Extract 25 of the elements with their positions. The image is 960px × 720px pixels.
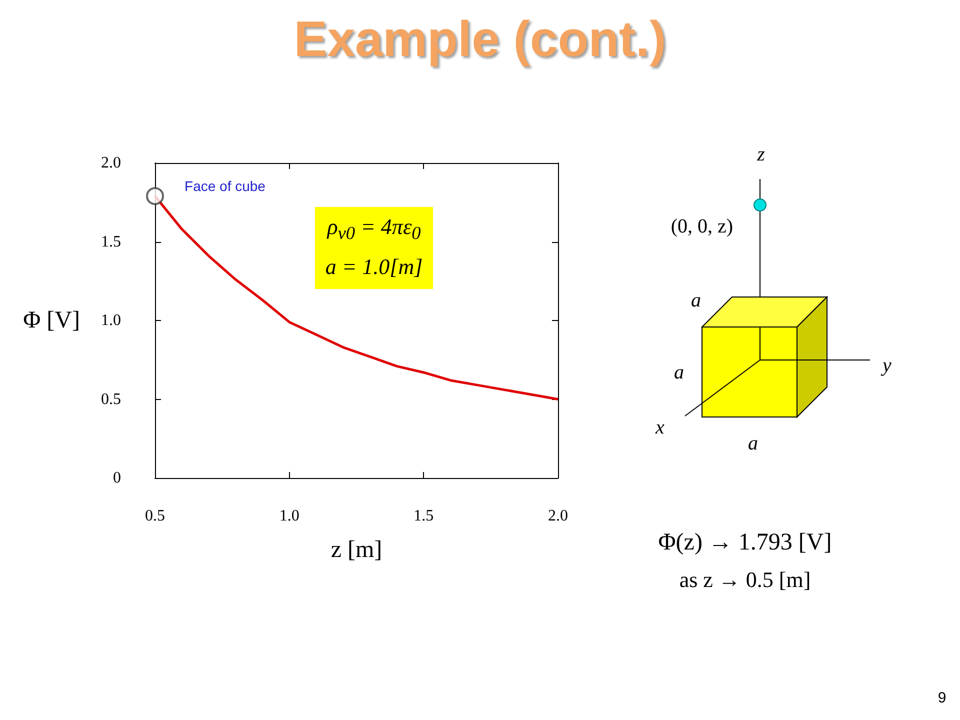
text: as z → 0.5 [m] (679, 567, 811, 593)
text: (0, 0, z) (670, 216, 734, 238)
x-tick-label: 1.5 (414, 508, 434, 524)
x-tick-label: 0.5 (145, 508, 165, 524)
x-tick-label: 2.0 (548, 508, 568, 524)
text: z (757, 144, 765, 166)
text: 9 (938, 690, 946, 706)
text: Φ(z) → 1.793 [V] (658, 530, 832, 556)
annotation: a = 1.0[m] (325, 254, 423, 280)
y-tick-label: 1.0 (101, 312, 121, 329)
annotation: ρ$_{v0}$ = 4πε$_{0}$ (327, 214, 421, 244)
y-axis-title: Φ [V] (23, 308, 80, 334)
chart-title: Example (cont.) (292, 10, 668, 68)
text: y (882, 354, 892, 378)
x-axis-title: z [m] (330, 537, 382, 563)
y-tick-label: 2.0 (101, 154, 121, 172)
text: a (674, 362, 684, 384)
text: x (656, 416, 664, 440)
text: a (748, 432, 758, 456)
y-tick-label: 0 (113, 470, 121, 486)
y-tick-label: 1.5 (101, 233, 121, 250)
annotation: Face of cube (184, 178, 266, 194)
text: a (691, 290, 701, 312)
y-tick-label: 0.5 (101, 390, 121, 408)
x-tick-label: 1.0 (279, 508, 300, 524)
